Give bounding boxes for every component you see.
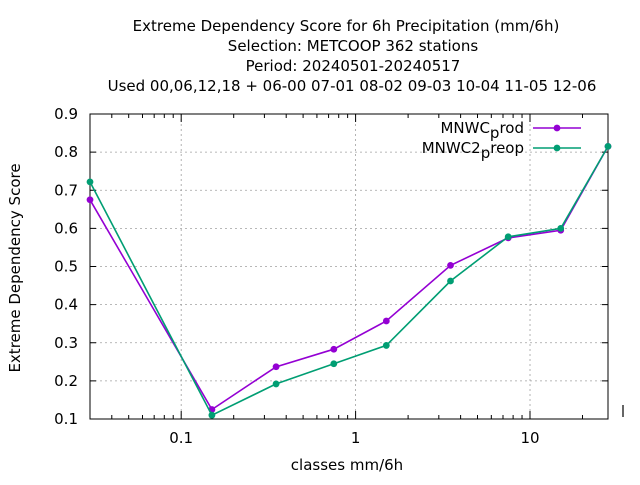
series-2-point — [272, 380, 280, 388]
series-2-point — [557, 224, 565, 232]
y-tick-label: 0.9 — [54, 105, 78, 123]
series-2-point — [382, 342, 390, 349]
x-tick-label: 10 — [520, 429, 539, 447]
series-1-point — [86, 196, 94, 204]
chart-title: Extreme Dependency Score for 6h Precipit… — [108, 17, 597, 95]
y-tick-label: 0.1 — [54, 410, 78, 428]
legend-marker-1 — [553, 124, 561, 132]
y-axis-label: Extreme Dependency Score — [6, 163, 24, 372]
y-tick-label: 0.5 — [54, 258, 78, 276]
series-2-point — [604, 143, 612, 150]
series-2-point — [330, 360, 338, 368]
series-2-point — [86, 178, 94, 186]
legend-marker-2 — [553, 144, 561, 152]
title-line-3: Period: 20240501-20240517 — [246, 57, 461, 75]
data-series — [86, 143, 612, 419]
series-1-point — [330, 345, 338, 353]
grid-lines — [90, 114, 608, 419]
y-tick-label: 0.3 — [54, 334, 78, 352]
series-1-point — [447, 261, 454, 269]
x-tick-label: 1 — [351, 429, 361, 447]
y-tick-label: 0.7 — [54, 181, 78, 199]
legend-label-1: MNWCprod — [440, 119, 524, 142]
y-tick-label: 0.8 — [54, 143, 78, 161]
title-line-4: Used 00,06,12,18 + 06-00 07-01 08-02 09-… — [108, 77, 597, 95]
title-line-1: Extreme Dependency Score for 6h Precipit… — [133, 17, 560, 35]
series-2-point — [504, 233, 512, 241]
y-tick-label: 0.6 — [54, 219, 78, 237]
y-axis-ticks: 0.1 0.2 0.3 0.4 0.5 0.6 0.7 0.8 0.9 — [54, 105, 608, 428]
title-line-2: Selection: METCOOP 362 stations — [228, 37, 479, 55]
y-tick-label: 0.2 — [54, 372, 78, 390]
series-1-point — [382, 317, 390, 325]
series-1-point — [272, 363, 280, 371]
x-axis-label: classes mm/6h — [291, 456, 403, 474]
x-tick-label: 0.1 — [169, 429, 193, 447]
y-tick-label: 0.4 — [54, 296, 78, 314]
series-2-point — [447, 277, 454, 285]
legend-label-2: MNWC2preop — [422, 139, 524, 162]
x-axis-ticks: 0.1 1 10 — [111, 114, 624, 447]
series-2-point — [208, 411, 216, 419]
